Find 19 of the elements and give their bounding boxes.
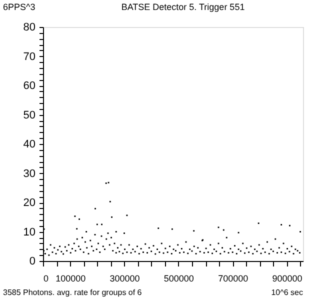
x-tick-label: 0	[44, 274, 49, 284]
x-tick-label: 100000	[56, 274, 86, 284]
y-tick-label: 10	[23, 226, 36, 238]
y-tick-label: 80	[23, 22, 36, 34]
x-tick-label: 700000	[218, 274, 248, 284]
y-tick-label: 50	[23, 109, 36, 122]
y-tick-label: 70	[23, 50, 36, 63]
text: 10^6 sec	[271, 288, 303, 297]
y-axis-title: 6PPS^3	[3, 2, 36, 12]
x-axis-title: 3585 Photons. avg. rate for groups of 6	[3, 288, 142, 297]
x-tick-label: 300000	[110, 274, 140, 284]
x-tick-label: 500000	[164, 274, 194, 284]
y-tick-label: 30	[23, 168, 36, 180]
chart-title: BATSE Detector 5. Trigger 551	[121, 2, 245, 12]
y-tick-label: 0	[29, 256, 36, 268]
y-tick-label: 40	[23, 138, 36, 150]
y-tick-label: 20	[23, 197, 36, 209]
x-tick-label: 900000	[272, 274, 302, 284]
y-tick-label: 60	[23, 80, 36, 92]
